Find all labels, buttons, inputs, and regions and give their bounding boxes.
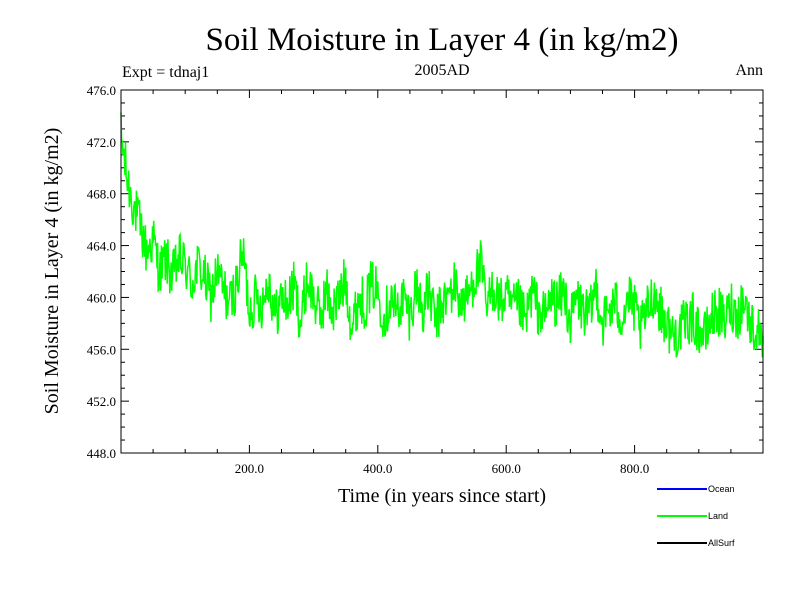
subtitle-left: Expt = tdnaj1 [122, 64, 209, 81]
plot-series [120, 112, 764, 358]
x-tick-label: 600.0 [492, 461, 521, 476]
series-line-land [120, 112, 764, 358]
subtitle-center: 2005AD [414, 62, 469, 79]
y-tick-label: 456.0 [87, 342, 116, 357]
y-tick-label: 464.0 [87, 239, 116, 254]
legend-label-allsurf: AllSurf [708, 538, 735, 548]
y-tick-label: 468.0 [87, 187, 116, 202]
y-axis-label: Soil Moisture in Layer 4 (in kg/m2) [41, 128, 63, 415]
x-tick-label: 200.0 [235, 461, 264, 476]
tick-labels: 448.0 452.0 456.0 460.0 464.0 468.0 472.0 476.0… [87, 83, 649, 476]
plot-frame [120, 89, 764, 454]
y-tick-label: 452.0 [87, 394, 116, 409]
y-tick-label: 472.0 [87, 135, 116, 150]
y-tick-label: 460.0 [87, 290, 116, 305]
x-tick-label: 400.0 [363, 461, 392, 476]
x-axis-label: Time (in years since start) [338, 485, 546, 507]
y-tick-label: 476.0 [87, 83, 116, 98]
y-tick-label: 448.0 [87, 446, 116, 461]
chart-title: Soil Moisture in Layer 4 (in kg/m2) [206, 22, 679, 58]
subtitle-right: Ann [735, 62, 763, 79]
legend: Ocean Land AllSurf [657, 484, 735, 548]
legend-label-ocean: Ocean [708, 484, 735, 494]
legend-label-land: Land [708, 511, 728, 521]
axis-ticks [120, 89, 764, 454]
x-tick-label: 800.0 [620, 461, 649, 476]
